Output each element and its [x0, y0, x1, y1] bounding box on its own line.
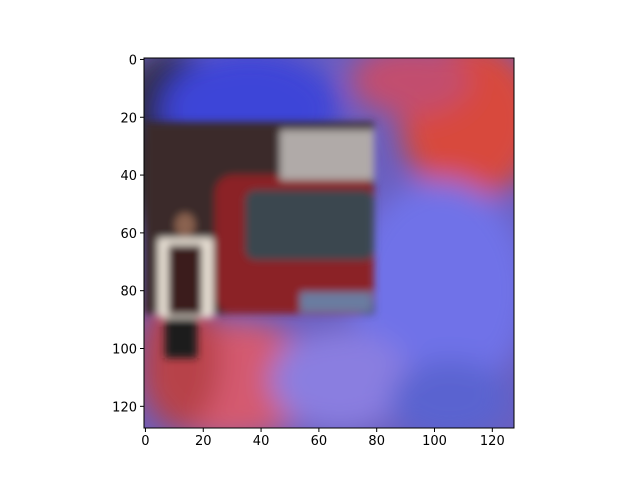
y-tick-label: 0: [129, 53, 137, 68]
x-tick-label: 60: [311, 434, 328, 449]
x-tick-label: 20: [195, 434, 212, 449]
x-tick-label: 100: [422, 434, 447, 449]
image: [144, 58, 514, 428]
y-tick-label: 100: [112, 343, 137, 358]
x-tick-label: 0: [141, 434, 149, 449]
x-tick-label: 40: [253, 434, 270, 449]
y-tick-label: 60: [120, 227, 137, 242]
y-tick-label: 20: [120, 111, 137, 126]
axes-frame: [143, 57, 515, 429]
y-tick-label: 80: [120, 285, 137, 300]
y-tick-label: 120: [112, 400, 137, 415]
x-tick-label: 80: [368, 434, 385, 449]
y-tick-label: 40: [120, 169, 137, 184]
x-tick-label: 120: [480, 434, 505, 449]
